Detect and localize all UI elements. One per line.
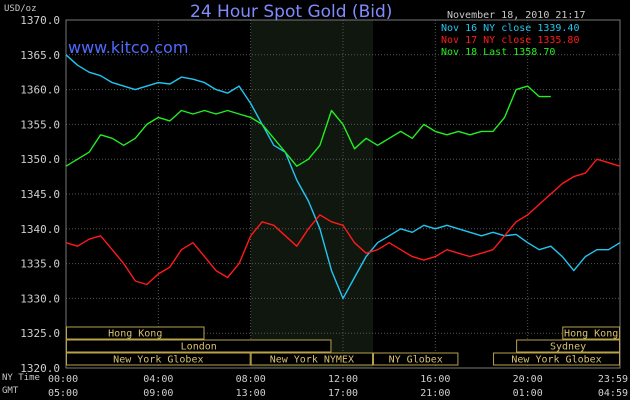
y-tick-label: 1355.0 xyxy=(20,118,60,131)
plot-frame xyxy=(65,19,621,369)
session-label: London xyxy=(181,342,217,353)
timestamp: November 18, 2010 21:17 xyxy=(447,10,586,21)
y-tick-label: 1340.0 xyxy=(20,223,60,236)
x-tick-label-ny: 00:00 xyxy=(48,374,78,385)
x-axis-ticks: 00:00 05:00 04:00 09:00 08:00 13:00 12:00 17:00… xyxy=(48,374,628,399)
session-bar xyxy=(66,326,205,340)
session-label: New York Globex xyxy=(113,355,203,366)
x-tick-label-ny: 20:00 xyxy=(513,374,543,385)
session-label: Hong Kong xyxy=(108,329,162,340)
y-tick-label: 1345.0 xyxy=(20,188,60,201)
session-label: Sydney xyxy=(550,342,586,353)
x-tick-label-ny: 08:00 xyxy=(236,374,266,385)
legend-item-series2: Nov 17 NY close 1335.80 xyxy=(441,35,580,46)
session-bars: Hong Kong Hong Kong London Sydney New York G… xyxy=(66,326,621,366)
series-line xyxy=(65,158,621,286)
x-tick-label-gmt: 17:00 xyxy=(328,388,358,399)
x-tick-label-ny: 23:59 xyxy=(598,374,628,385)
y-tick-label: 1325.0 xyxy=(20,327,60,340)
session-bar xyxy=(250,352,374,366)
gmt-row-label: GMT xyxy=(2,386,19,396)
session-bar xyxy=(66,352,251,366)
session-bar xyxy=(373,352,459,366)
y-tick-label: 1370.0 xyxy=(20,14,60,27)
y-tick-label: 1365.0 xyxy=(20,49,60,62)
x-tick-label-gmt: 21:00 xyxy=(420,388,450,399)
session-label: New York Globex xyxy=(511,355,601,366)
legend: Nov 16 NY close 1339.40 Nov 17 NY close … xyxy=(441,23,579,59)
legend-item-series3: Nov 18 Last 1358.70 xyxy=(441,47,556,58)
session-bar xyxy=(562,326,621,340)
chart-title: 24 Hour Spot Gold (Bid) xyxy=(190,2,393,22)
unit-label: USD/oz xyxy=(4,4,37,14)
series-line xyxy=(65,54,621,300)
x-tick-label-ny: 12:00 xyxy=(328,374,358,385)
x-tick-label-ny: 04:00 xyxy=(143,374,173,385)
x-tick-label-gmt: 05:00 xyxy=(48,388,78,399)
legend-item-series1: Nov 16 NY close 1339.40 xyxy=(441,23,580,34)
y-axis-ticks: 1320.0 1325.0 1330.0 1335.0 1340.0 1345.0 1350… xyxy=(20,14,60,375)
ny-time-row-label: NY Time xyxy=(2,373,40,383)
y-tick-label: 1350.0 xyxy=(20,153,60,166)
x-tick-label-gmt: 01:00 xyxy=(513,388,543,399)
session-bar xyxy=(66,339,332,353)
session-bar xyxy=(493,352,620,366)
nymex-session-band xyxy=(250,20,374,368)
y-tick-label: 1330.0 xyxy=(20,292,60,305)
session-bar xyxy=(516,339,620,353)
y-tick-label: 1360.0 xyxy=(20,84,60,97)
y-tick-label: 1320.0 xyxy=(20,362,60,375)
session-label: New York NYMEX xyxy=(270,355,354,366)
price-lines xyxy=(65,54,621,300)
site-watermark: www.kitco.com xyxy=(68,38,189,57)
series-line xyxy=(65,85,551,167)
x-tick-label-gmt: 13:00 xyxy=(236,388,266,399)
x-tick-label-ny: 16:00 xyxy=(420,374,450,385)
x-tick-label-gmt: 04:59 xyxy=(598,388,628,399)
x-tick-label-gmt: 09:00 xyxy=(143,388,173,399)
session-label: NY Globex xyxy=(389,355,443,366)
session-label: Hong Kong xyxy=(564,329,618,340)
y-tick-label: 1335.0 xyxy=(20,258,60,271)
